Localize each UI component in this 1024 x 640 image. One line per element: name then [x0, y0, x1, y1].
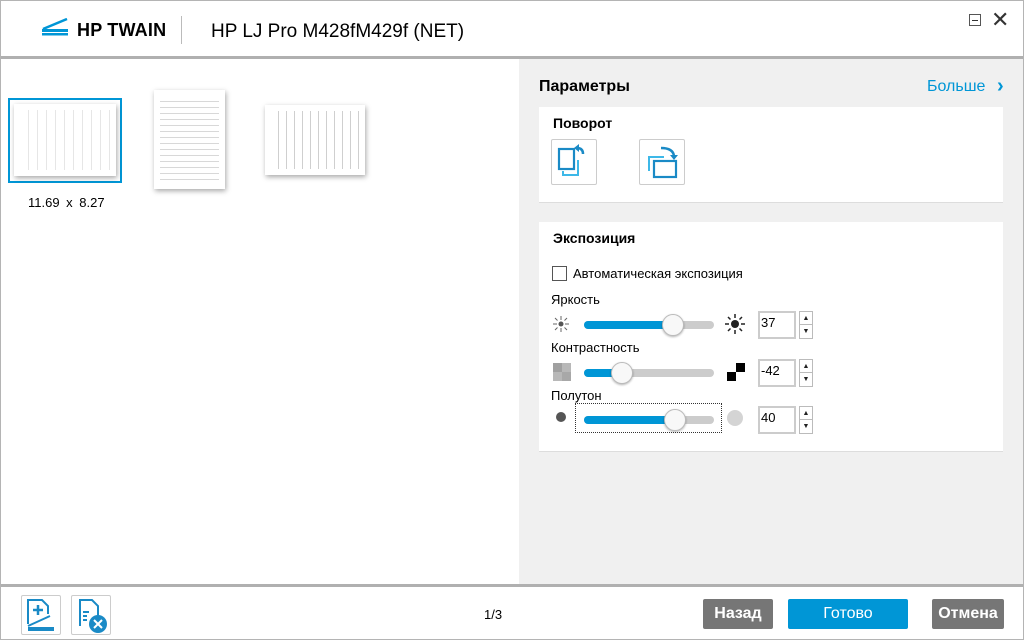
contrast-low-icon	[553, 363, 571, 381]
rotation-heading: Поворот	[553, 115, 613, 131]
close-button[interactable]: ✕	[991, 7, 1010, 32]
add-page-button[interactable]	[21, 595, 61, 635]
slider-thumb[interactable]	[610, 362, 633, 384]
thumbnail-page-2[interactable]	[154, 90, 225, 189]
spin-down-icon[interactable]: ▼	[802, 423, 810, 430]
halftone-label: Полутон	[551, 388, 602, 403]
exposure-panel: Экспозиция Автоматическая экспозиция Ярк…	[539, 222, 1003, 452]
slider-thumb[interactable]	[664, 409, 686, 431]
thumbnail-pane: 11.69 x 8.27	[1, 59, 519, 584]
contrast-input[interactable]: -42	[758, 359, 796, 387]
auto-exposure-checkbox[interactable]	[552, 266, 567, 281]
halftone-spinner[interactable]: ▲ ▼	[799, 406, 813, 434]
contrast-high-icon	[727, 363, 745, 381]
rotate-right-button[interactable]	[639, 139, 685, 185]
rotate-right-icon	[648, 146, 678, 179]
chevron-right-icon[interactable]: ›	[997, 75, 1004, 97]
brightness-slider[interactable]	[584, 314, 714, 336]
contrast-label: Контрастность	[551, 340, 640, 355]
halftone-slider[interactable]	[584, 409, 714, 431]
divider	[1, 56, 1023, 59]
exposure-heading: Экспозиция	[553, 230, 636, 246]
app-brand: HP TWAIN	[77, 20, 167, 40]
spin-down-icon[interactable]: ▼	[802, 328, 810, 335]
rotate-left-button[interactable]	[551, 139, 597, 185]
settings-pane: Параметры Больше › Поворот Экспозиция Ав…	[519, 59, 1023, 584]
cancel-button[interactable]: Отмена	[932, 599, 1004, 629]
delete-page-button[interactable]	[71, 595, 111, 635]
thumbnail-dimensions: 11.69 x 8.27	[28, 195, 105, 210]
brightness-low-icon	[553, 316, 569, 332]
divider	[181, 16, 182, 44]
more-link[interactable]: Больше	[927, 78, 986, 95]
spin-up-icon[interactable]: ▲	[800, 407, 812, 420]
focus-outline	[575, 403, 722, 433]
page-indicator: 1/3	[484, 607, 503, 622]
rotate-left-icon	[557, 144, 585, 176]
halftone-input[interactable]: 40	[758, 406, 796, 434]
device-title: HP LJ Pro M428fM429f (NET)	[211, 21, 465, 42]
contrast-spinner[interactable]: ▲ ▼	[799, 359, 813, 387]
settings-title: Параметры	[539, 78, 630, 95]
halftone-dark-icon	[556, 412, 566, 422]
divider	[1, 584, 1023, 587]
spin-down-icon[interactable]: ▼	[802, 376, 810, 383]
scanner-icon	[42, 18, 68, 36]
add-page-icon	[27, 599, 54, 631]
thumbnail-selected-frame[interactable]	[8, 98, 122, 183]
thumbnail-page-3[interactable]	[265, 105, 365, 175]
back-button[interactable]: Назад	[703, 599, 773, 629]
spin-up-icon[interactable]: ▲	[800, 312, 812, 325]
auto-exposure-label: Автоматическая экспозиция	[573, 266, 743, 281]
contrast-slider[interactable]	[584, 362, 714, 384]
brightness-high-icon	[725, 314, 745, 334]
header: HP TWAIN HP LJ Pro M428fM429f (NET) ✕	[1, 1, 1023, 56]
thumbnail-page-1[interactable]	[14, 104, 116, 176]
minimize-button[interactable]	[969, 14, 981, 26]
brightness-spinner[interactable]: ▲ ▼	[799, 311, 813, 339]
slider-thumb[interactable]	[662, 314, 685, 336]
halftone-light-icon	[727, 410, 743, 426]
spin-up-icon[interactable]: ▲	[800, 360, 812, 373]
done-button[interactable]: Готово	[788, 599, 908, 629]
brightness-label: Яркость	[551, 292, 600, 307]
footer: 1/3 Назад Готово Отмена	[1, 587, 1023, 639]
rotation-panel: Поворот	[539, 107, 1003, 203]
delete-page-icon	[79, 599, 107, 633]
brightness-input[interactable]: 37	[758, 311, 796, 339]
